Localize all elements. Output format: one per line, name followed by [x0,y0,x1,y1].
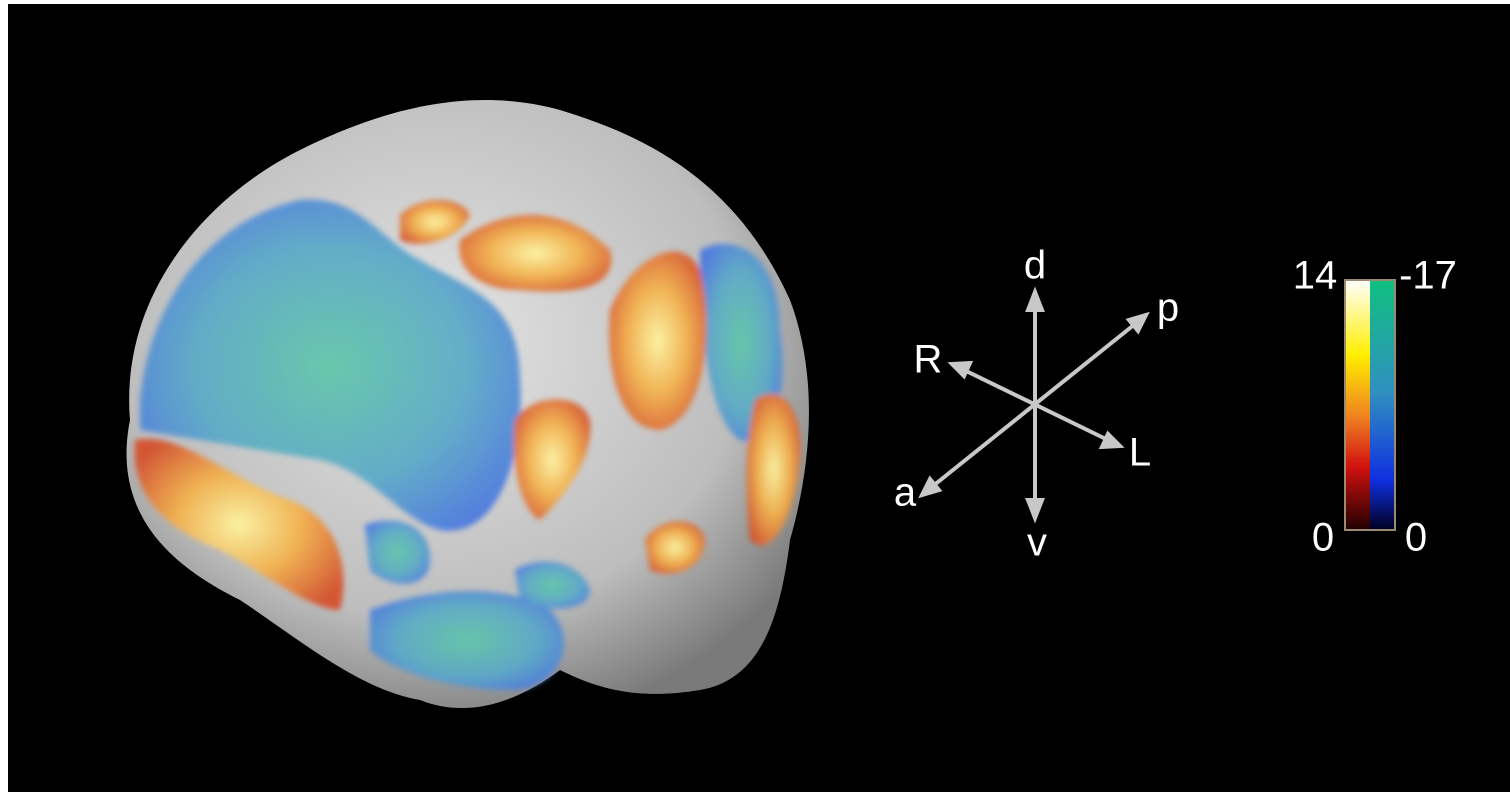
colorbar-negative-max: -17 [1399,254,1457,298]
axis-ap [926,318,1142,492]
brain-render [126,99,809,709]
arrowhead [1125,311,1150,335]
colorbar-frame [1344,279,1396,531]
label-left: L [1129,431,1151,475]
negative-colorbar [1370,280,1395,530]
colorbar-negative-min: 0 [1405,516,1427,560]
orientation-axes [918,286,1150,524]
label-ventral: v [1027,521,1047,565]
arrowhead [947,360,974,380]
arrowhead [1025,286,1045,312]
colorbar-positive-max: 14 [1293,254,1338,298]
colorbar-positive-min: 0 [1312,516,1334,560]
colorbar [1344,279,1396,531]
arrowhead [1025,498,1045,524]
label-anterior: a [894,471,917,515]
label-dorsal: d [1024,244,1046,288]
arrowhead [1098,430,1125,450]
label-right: R [914,338,943,382]
label-posterior: p [1157,286,1179,330]
arrowhead [918,475,943,499]
positive-colorbar [1345,280,1370,530]
